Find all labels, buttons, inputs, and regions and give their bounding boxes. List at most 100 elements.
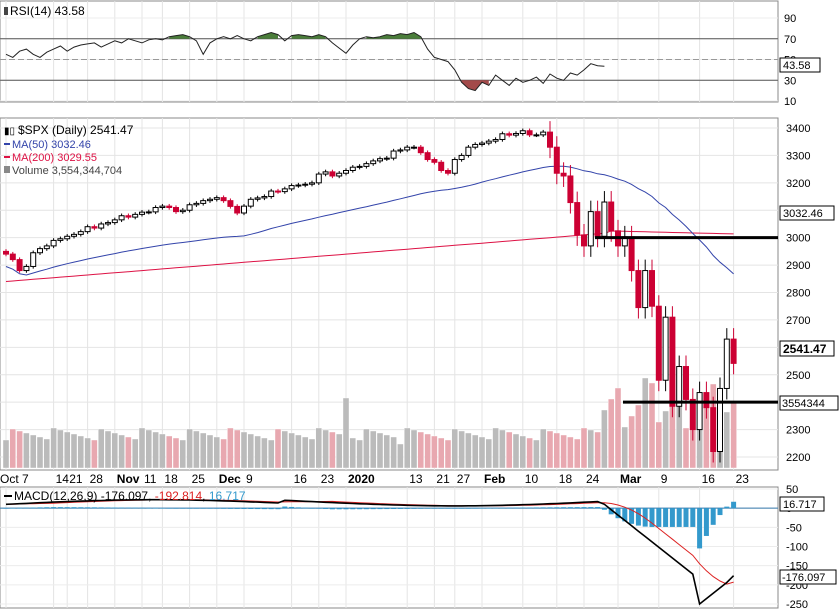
candle-body (696, 392, 703, 431)
candle-body (166, 205, 173, 209)
candle-body (479, 142, 485, 145)
macd-hist-bar (370, 508, 376, 510)
macd-hist-bar (71, 507, 77, 509)
rsi-value-tag-text: 43.58 (783, 60, 811, 72)
volume-bar (424, 433, 431, 469)
macd-hist-bar (452, 508, 458, 509)
x-axis-label: Oct (0, 472, 19, 486)
volume-bar (540, 428, 547, 469)
macd-hist-bar (146, 507, 152, 509)
candle-body (635, 270, 642, 309)
volume-bar (254, 435, 261, 469)
macd-hist-bar (112, 507, 118, 509)
candle-body (513, 132, 519, 136)
volume-bar (308, 438, 316, 469)
macd-hist-bar (615, 508, 621, 519)
candle-body (84, 226, 91, 233)
rsi-label: RSI(14) 43.58 (10, 4, 85, 18)
candle-body (173, 207, 179, 213)
candle-body (540, 131, 547, 136)
macd-hist-bar (561, 507, 567, 509)
macd-hist-bar (173, 508, 179, 509)
macd-label: MACD(12,26,9) (14, 489, 97, 503)
volume-bar (172, 437, 180, 469)
macd-hist-bar (91, 507, 97, 509)
candle-body (547, 131, 553, 148)
volume-bar (567, 436, 574, 469)
ma50-line (5, 165, 734, 276)
support-lines (595, 236, 778, 404)
volume-bar (295, 434, 302, 469)
volume-bar (533, 439, 540, 469)
candle-body (71, 233, 77, 237)
candle-body (710, 407, 717, 453)
x-axis-label: 13 (409, 472, 423, 486)
macd-tick-label: -100 (786, 542, 808, 554)
x-axis-label: 18 (164, 472, 178, 486)
volume-bar (580, 427, 588, 469)
candle-body (241, 205, 247, 214)
candle-body (152, 207, 159, 213)
candle-body (16, 259, 23, 272)
volume-bar (526, 437, 533, 469)
macd-sep-2: , (202, 489, 205, 503)
volume-bar (438, 437, 445, 469)
volume-bar (472, 434, 479, 469)
macd-hist-bar (221, 508, 227, 509)
macd-hist-bar (506, 507, 512, 509)
macd-hist-bar (323, 508, 329, 509)
x-axis-label: 25 (192, 472, 206, 486)
volume-bar (118, 434, 125, 469)
candle-body (295, 184, 302, 187)
macd-hist-bar (23, 507, 29, 509)
candle-body (431, 159, 438, 163)
macd-hist-bar (350, 508, 356, 510)
candle-body (186, 204, 193, 211)
macd-hist-bar (37, 507, 43, 509)
candle-body (315, 173, 322, 184)
macd-hist-bar (153, 507, 159, 509)
volume-bar (587, 429, 594, 469)
rsi-value-tag (779, 57, 821, 73)
candle-body (628, 236, 635, 272)
volume-bar (458, 430, 465, 469)
candle-body (145, 211, 152, 214)
candle-body (390, 150, 397, 159)
candle-body (329, 171, 336, 177)
macd-hist-bar (697, 508, 703, 549)
candle-legend-icon: ▮▯ (4, 126, 15, 137)
x-axis-label: 11 (144, 472, 157, 486)
rsi-legend: RSI(14) 43.58 (4, 4, 85, 18)
macd-hist-bar (669, 508, 675, 527)
candle-body (336, 172, 343, 177)
candle-body (370, 160, 377, 165)
macd-hist-bar (78, 507, 84, 509)
candle-body (383, 157, 390, 160)
volume-bar (131, 438, 139, 469)
volume-bar (125, 436, 132, 469)
candle-body (322, 171, 329, 175)
candle-body (642, 270, 649, 309)
candle-body (275, 190, 281, 193)
ma200-label: MA(200) 3029.55 (12, 152, 97, 164)
candle-body (560, 172, 567, 177)
candle-body (499, 133, 506, 141)
x-axis-label: 28 (90, 472, 104, 486)
volume-bar (397, 443, 404, 469)
volume-bar (165, 435, 173, 469)
candle-body (9, 253, 16, 261)
macd-hist-bar (724, 506, 730, 509)
candle-body (3, 250, 9, 255)
x-axis-labels: Oct 7 14 21 28 Nov 11 18 25 Dec 9 16 23 2020 13 21 27 Feb… (0, 472, 749, 486)
ma-value-tag (779, 205, 835, 221)
x-axis-label: 14 (56, 472, 70, 486)
volume-bar (281, 430, 288, 469)
x-axis-label: 7 (22, 472, 29, 486)
macd-hist-bar (445, 508, 451, 509)
macd-hist-bar (527, 507, 533, 509)
volume-bar (104, 430, 112, 469)
volume-bar (662, 410, 669, 469)
x-axis-label: Feb (484, 472, 505, 486)
x-axis-label: 18 (559, 472, 573, 486)
